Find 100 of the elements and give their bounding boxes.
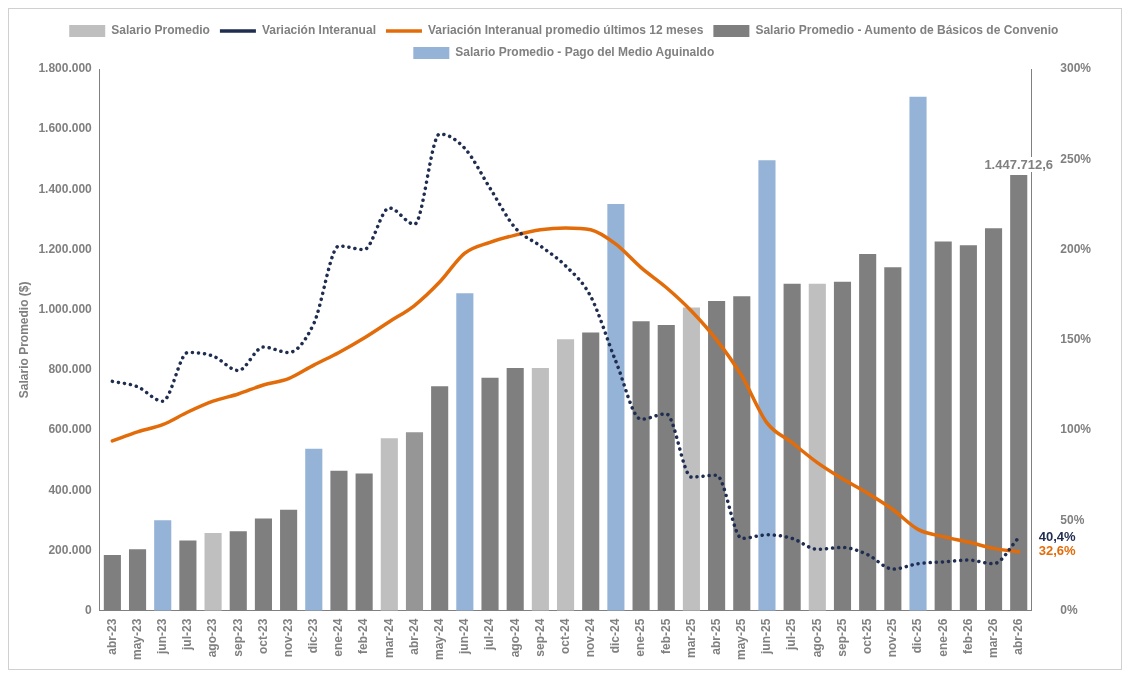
bar xyxy=(959,245,977,611)
bar xyxy=(179,540,197,611)
bar xyxy=(808,283,826,611)
bar xyxy=(330,470,348,611)
legend-label: Salario Promedio - Pago del Medio Aguinaldo xyxy=(455,45,715,60)
bar xyxy=(682,307,700,611)
x-tick-label: nov-24 xyxy=(583,618,598,658)
bar xyxy=(708,301,726,611)
bar xyxy=(405,432,424,611)
y2-tick-label: 150% xyxy=(1060,332,1092,347)
x-tick-label: ene-25 xyxy=(633,618,648,657)
x-tick-label: mar-24 xyxy=(381,618,396,658)
y-tick-label: 400.000 xyxy=(48,482,93,497)
x-tick-label: feb-24 xyxy=(356,618,371,654)
x-tick-label: ago-24 xyxy=(507,618,522,658)
x-tick-label: ago-25 xyxy=(809,618,824,658)
y2-tick-label: 100% xyxy=(1060,422,1092,437)
bar xyxy=(531,368,549,611)
bar xyxy=(909,96,927,611)
y-tick-label: 1.000.000 xyxy=(38,302,93,317)
bar xyxy=(280,509,298,611)
y2-tick-label: 250% xyxy=(1060,151,1092,166)
bar xyxy=(884,267,902,611)
y-tick-label: 1.200.000 xyxy=(38,241,93,256)
bar xyxy=(833,281,852,611)
x-tick-label: abr-25 xyxy=(708,618,723,655)
x-tick-label: jul-25 xyxy=(784,618,799,651)
x-tick-label: sep-25 xyxy=(834,618,849,657)
x-tick-label: dic-25 xyxy=(910,618,925,654)
bar xyxy=(229,531,247,611)
x-tick-label: jun-25 xyxy=(759,618,774,655)
x-tick-label: ago-23 xyxy=(205,618,220,658)
x-tick-label: jun-24 xyxy=(457,618,472,655)
x-tick-label: mar-26 xyxy=(985,618,1000,658)
bar xyxy=(1010,175,1028,611)
line-series xyxy=(110,226,1021,554)
bar xyxy=(556,339,575,611)
bar xyxy=(733,296,751,611)
x-tick-label: jun-23 xyxy=(155,618,170,655)
x-tick-label: may-25 xyxy=(734,618,749,661)
x-tick-label: dic-23 xyxy=(306,618,321,654)
bar xyxy=(934,241,952,611)
y-tick-label: 1.800.000 xyxy=(38,61,93,76)
y2-tick-label: 0% xyxy=(1060,602,1078,617)
bar xyxy=(657,325,675,611)
x-tick-label: oct-24 xyxy=(557,618,572,654)
x-tick-label: feb-25 xyxy=(658,618,673,654)
x-tick-label: oct-23 xyxy=(255,618,270,654)
y-tick-label: 600.000 xyxy=(48,422,93,437)
x-tick-label: ene-24 xyxy=(331,618,346,657)
bar xyxy=(758,160,776,611)
bar xyxy=(128,549,147,611)
x-tick-label: nov-23 xyxy=(280,618,295,658)
x-tick-label: jul-23 xyxy=(180,618,195,651)
bar xyxy=(506,368,524,611)
y-tick-label: 0 xyxy=(85,602,93,617)
x-tick-label: nov-25 xyxy=(885,618,900,658)
x-tick-label: sep-23 xyxy=(230,618,245,657)
x-tick-label: jul-24 xyxy=(482,618,497,651)
legend-label: Salario Promedio - Aumento de Básicos de Convenio xyxy=(755,23,1059,38)
bar xyxy=(305,448,323,611)
y-tick-label: 1.400.000 xyxy=(38,181,93,196)
x-tick-label: dic-24 xyxy=(608,618,623,654)
bar xyxy=(481,377,499,611)
bar xyxy=(103,554,121,611)
bar xyxy=(254,518,272,611)
bar xyxy=(456,293,474,611)
x-tick-label: mar-25 xyxy=(683,618,698,658)
legend-label: Variación Interanual xyxy=(261,23,376,38)
y-axis-title: Salario Promedio ($) xyxy=(16,281,31,399)
y2-tick-label: 200% xyxy=(1060,241,1092,256)
x-tick-label: abr-23 xyxy=(104,618,119,655)
data-label: 32,6% xyxy=(1038,543,1077,559)
x-tick-label: may-24 xyxy=(431,618,446,661)
x-tick-label: sep-24 xyxy=(532,618,547,657)
x-tick-label: abr-26 xyxy=(1011,618,1026,655)
legend-label: Salario Promedio xyxy=(111,23,210,38)
y2-tick-label: 300% xyxy=(1060,61,1092,76)
x-tick-label: ene-26 xyxy=(935,618,950,657)
bar xyxy=(154,520,172,611)
y2-tick-label: 50% xyxy=(1060,512,1085,527)
bar xyxy=(204,533,222,611)
legend-label: Variación Interanual promedio últimos 12 meses xyxy=(427,23,704,38)
data-label: 1.447.712,6 xyxy=(984,157,1054,173)
bar xyxy=(783,283,801,611)
bar xyxy=(632,321,650,611)
bar xyxy=(859,254,877,611)
x-tick-label: may-23 xyxy=(129,618,144,661)
y-tick-label: 800.000 xyxy=(48,362,93,377)
x-tick-label: oct-25 xyxy=(859,618,874,654)
bar xyxy=(431,386,449,611)
bar xyxy=(607,204,625,611)
y-tick-label: 200.000 xyxy=(48,542,93,557)
data-label: 40,4% xyxy=(1038,529,1077,545)
bar xyxy=(380,438,398,611)
bar xyxy=(582,332,600,611)
x-tick-label: abr-24 xyxy=(406,618,421,655)
y-tick-label: 1.600.000 xyxy=(38,121,93,136)
bar xyxy=(984,228,1003,611)
bar xyxy=(355,473,373,611)
